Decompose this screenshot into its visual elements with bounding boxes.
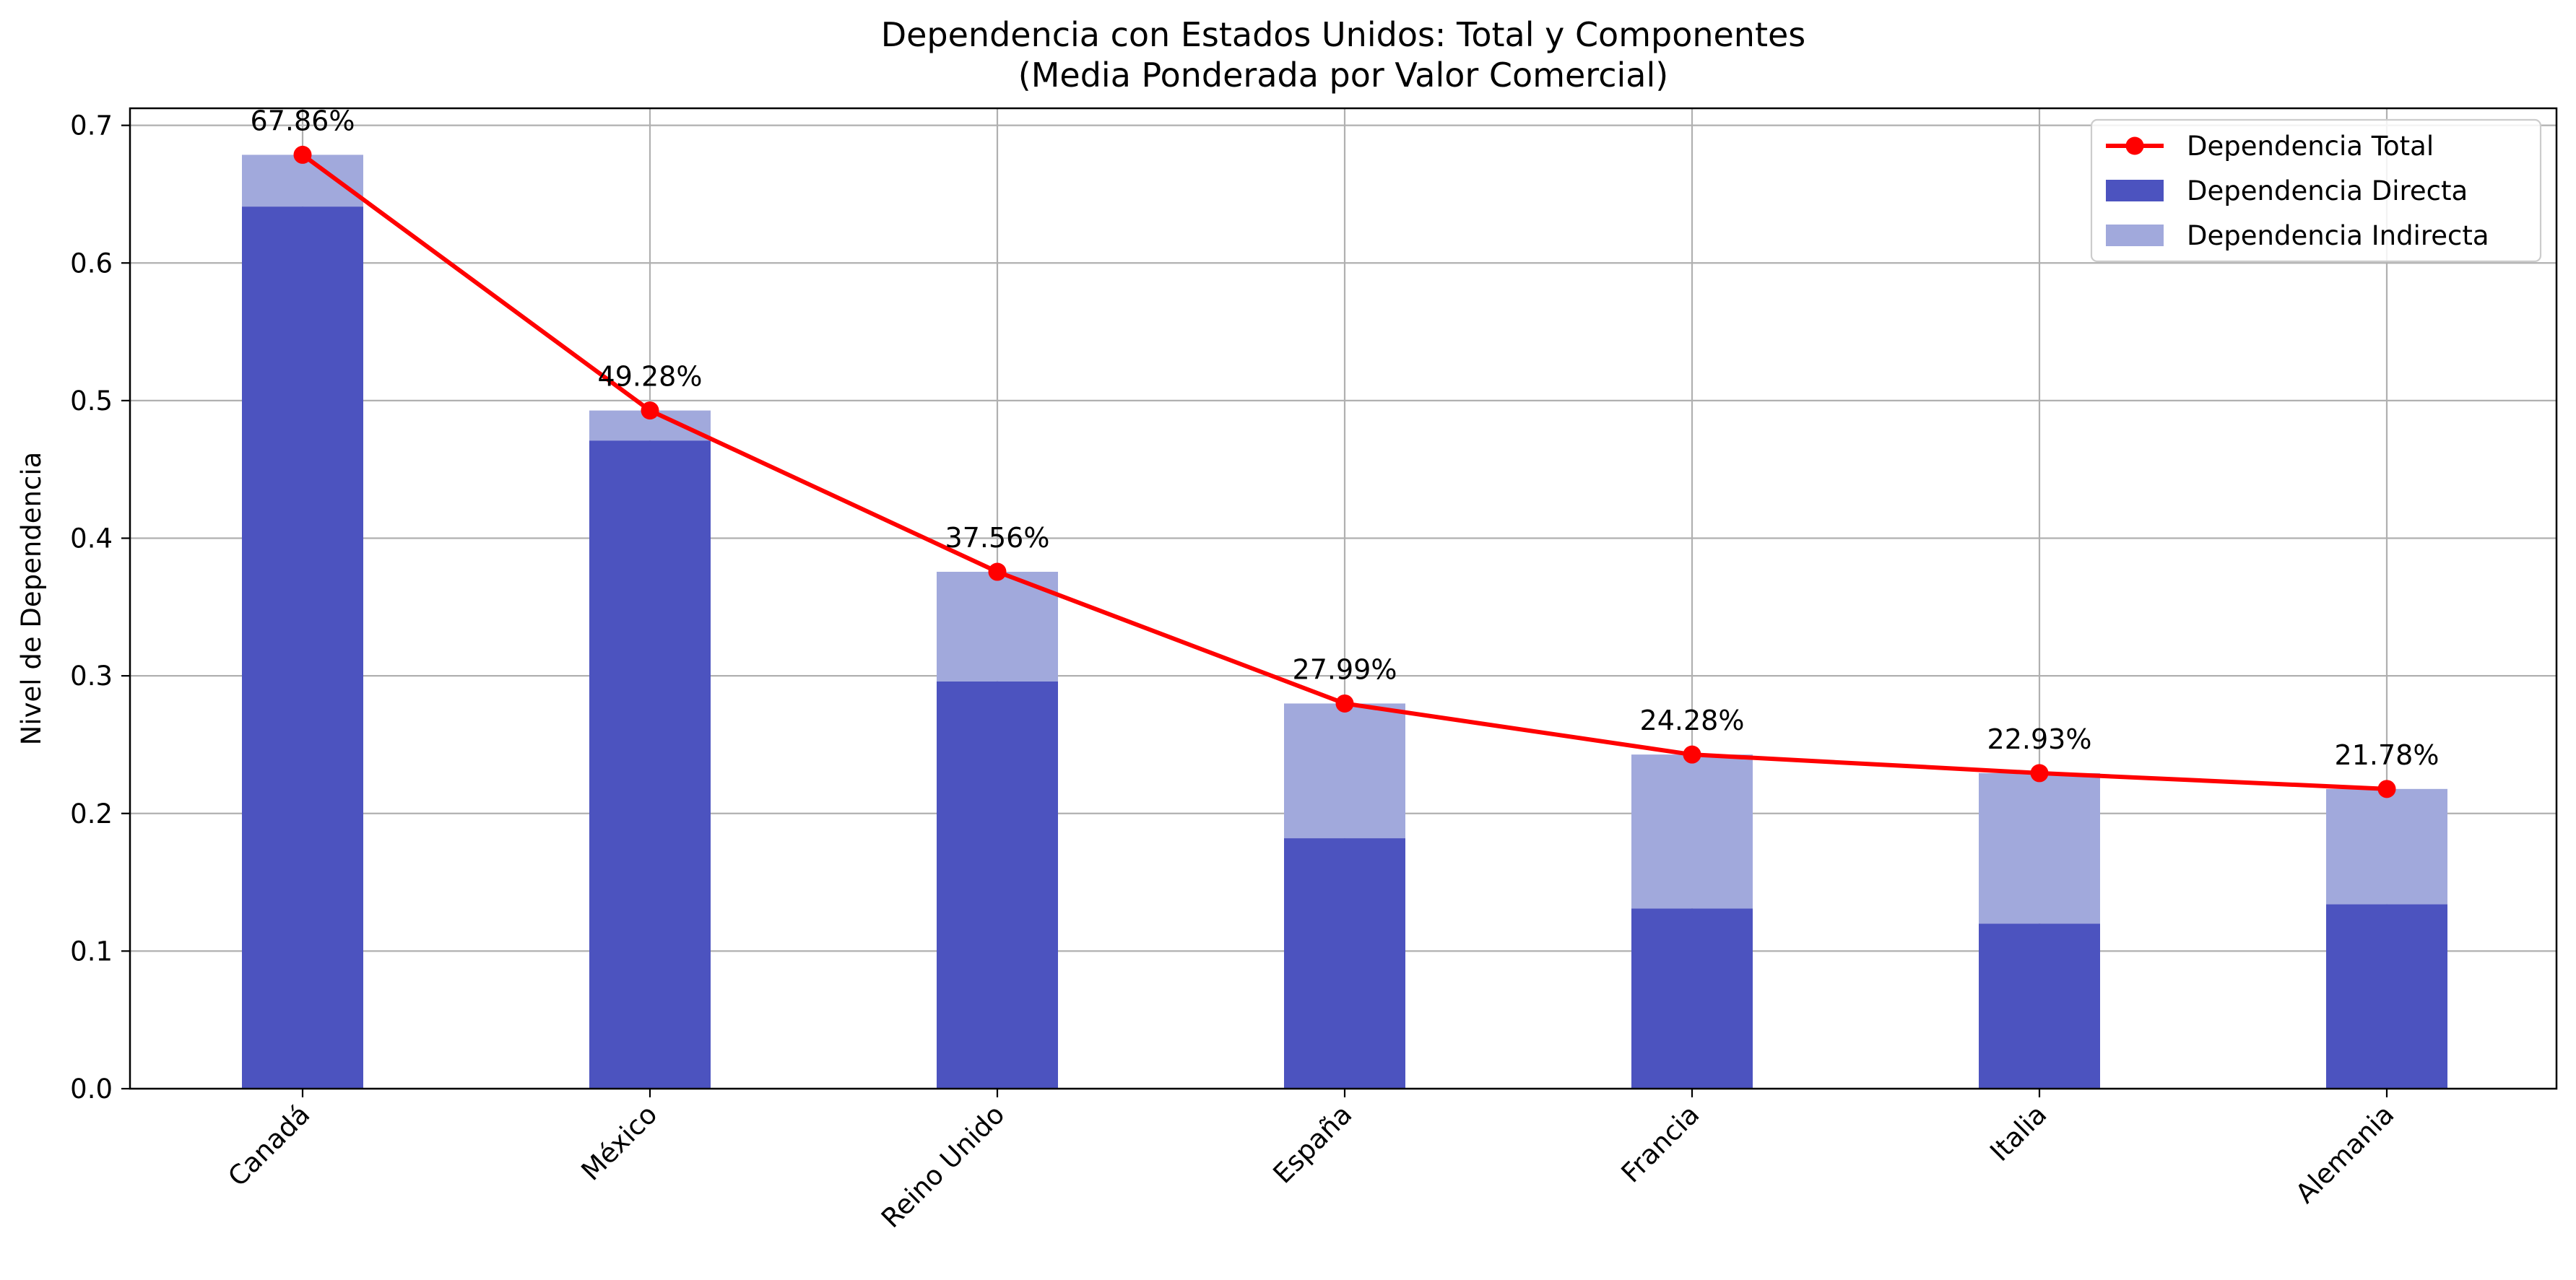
marker-total-5	[2030, 764, 2049, 783]
y-tick-label-7: 0.7	[70, 110, 113, 142]
bar-indirecta-6	[2326, 788, 2447, 905]
chart-title: Dependencia con Estados Unidos: Total y …	[881, 15, 1806, 54]
data-label-0: 67.86%	[251, 105, 355, 136]
bar-indirecta-3	[1284, 703, 1405, 839]
marker-total-3	[1335, 694, 1354, 713]
chart-subtitle: (Media Ponderada por Valor Comercial)	[1018, 56, 1668, 95]
data-label-3: 27.99%	[1293, 653, 1397, 685]
legend-marker-total	[2125, 136, 2144, 155]
y-tick-label-6: 0.6	[70, 248, 113, 279]
y-axis: 0.0 0.1 0.2 0.3 0.4 0.5 0.6 0.7	[70, 110, 130, 1105]
bars	[242, 154, 2447, 1089]
legend-swatch-indirecta	[2106, 225, 2164, 246]
data-label-6: 21.78%	[2335, 739, 2440, 771]
data-label-1: 49.28%	[598, 361, 703, 393]
y-axis-label: Nivel de Dependencia	[16, 452, 47, 746]
y-tick-label-1: 0.1	[70, 936, 113, 967]
marker-total-0	[293, 145, 312, 164]
bar-directa-0	[242, 206, 363, 1089]
total-line	[293, 145, 2396, 798]
bar-directa-2	[937, 681, 1058, 1089]
bar-directa-1	[589, 440, 711, 1089]
bar-directa-4	[1631, 908, 1753, 1089]
legend-label-0: Dependencia Total	[2187, 131, 2434, 162]
marker-total-6	[2377, 780, 2396, 798]
legend-swatch-directa	[2106, 180, 2164, 201]
bar-indirecta-4	[1631, 754, 1753, 909]
marker-total-2	[988, 562, 1007, 581]
plot-frame	[129, 107, 2558, 1090]
legend-box	[2090, 118, 2542, 263]
data-label-4: 24.28%	[1640, 705, 1745, 736]
data-label-2: 37.56%	[945, 522, 1050, 554]
legend: Dependencia Total Dependencia Directa Depe…	[2090, 118, 2542, 263]
bar-directa-5	[1979, 923, 2100, 1089]
marker-total-1	[641, 401, 659, 420]
legend-label-1: Dependencia Directa	[2187, 175, 2468, 206]
y-tick-label-3: 0.3	[70, 661, 113, 692]
y-tick-label-2: 0.2	[70, 798, 113, 830]
y-tick-label-0: 0.0	[70, 1074, 113, 1105]
data-labels: 67.86% 49.28% 37.56% 27.99% 24.28% 22.93% 21.7…	[251, 105, 2440, 770]
data-label-5: 22.93%	[1987, 723, 2092, 755]
marker-total-4	[1683, 745, 1701, 764]
bar-directa-6	[2326, 904, 2447, 1089]
bar-directa-3	[1284, 838, 1405, 1089]
y-tick-label-5: 0.5	[70, 386, 113, 417]
legend-label-2: Dependencia Indirecta	[2187, 220, 2489, 251]
bar-indirecta-2	[937, 572, 1058, 682]
y-tick-label-4: 0.4	[70, 523, 113, 554]
bar-indirecta-5	[1979, 772, 2100, 924]
